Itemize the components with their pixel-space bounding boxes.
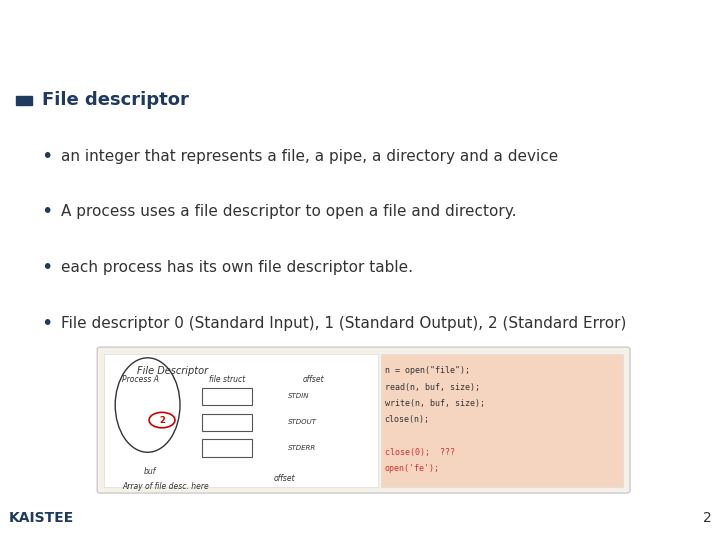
Text: close(0);  ???: close(0); ??? bbox=[384, 448, 454, 457]
Text: buf: buf bbox=[144, 467, 156, 476]
Text: n = open("file");: n = open("file"); bbox=[384, 367, 469, 375]
Bar bbox=[202, 388, 252, 405]
Text: open('fe');: open('fe'); bbox=[384, 464, 440, 473]
Text: File descriptor and file descriptor table: File descriptor and file descriptor tabl… bbox=[16, 26, 509, 46]
Text: File descriptor 0 (Standard Input), 1 (Standard Output), 2 (Standard Error): File descriptor 0 (Standard Input), 1 (S… bbox=[61, 316, 626, 331]
Bar bbox=[16, 96, 32, 105]
Text: •: • bbox=[41, 314, 53, 333]
Text: Array of file desc. here: Array of file desc. here bbox=[122, 482, 209, 491]
Text: 2: 2 bbox=[159, 416, 165, 424]
Text: •: • bbox=[41, 202, 53, 221]
Text: STDOUT: STDOUT bbox=[288, 419, 317, 425]
Text: •: • bbox=[41, 146, 53, 166]
Text: write(n, buf, size);: write(n, buf, size); bbox=[384, 399, 485, 408]
Text: Process A: Process A bbox=[122, 375, 159, 384]
Text: read(n, buf, size);: read(n, buf, size); bbox=[384, 383, 480, 391]
FancyBboxPatch shape bbox=[104, 354, 378, 487]
Text: STDERR: STDERR bbox=[288, 445, 316, 451]
Text: A process uses a file descriptor to open a file and directory.: A process uses a file descriptor to open… bbox=[61, 204, 517, 219]
Text: File Descriptor: File Descriptor bbox=[137, 367, 208, 376]
Text: STDIN: STDIN bbox=[288, 394, 310, 400]
Text: KAISTEE: KAISTEE bbox=[9, 511, 74, 525]
Bar bbox=[202, 414, 252, 431]
Text: offset: offset bbox=[302, 375, 324, 384]
Text: offset: offset bbox=[274, 474, 295, 483]
Text: close(n);: close(n); bbox=[384, 415, 430, 424]
Text: File descriptor: File descriptor bbox=[42, 91, 189, 109]
Text: •: • bbox=[41, 258, 53, 277]
Bar bbox=[202, 440, 252, 456]
Text: 2: 2 bbox=[703, 511, 711, 525]
FancyBboxPatch shape bbox=[382, 354, 623, 487]
Text: an integer that represents a file, a pipe, a directory and a device: an integer that represents a file, a pip… bbox=[61, 148, 559, 164]
FancyBboxPatch shape bbox=[97, 347, 630, 493]
Text: each process has its own file descriptor table.: each process has its own file descriptor… bbox=[61, 260, 413, 275]
Text: file struct: file struct bbox=[209, 375, 245, 384]
